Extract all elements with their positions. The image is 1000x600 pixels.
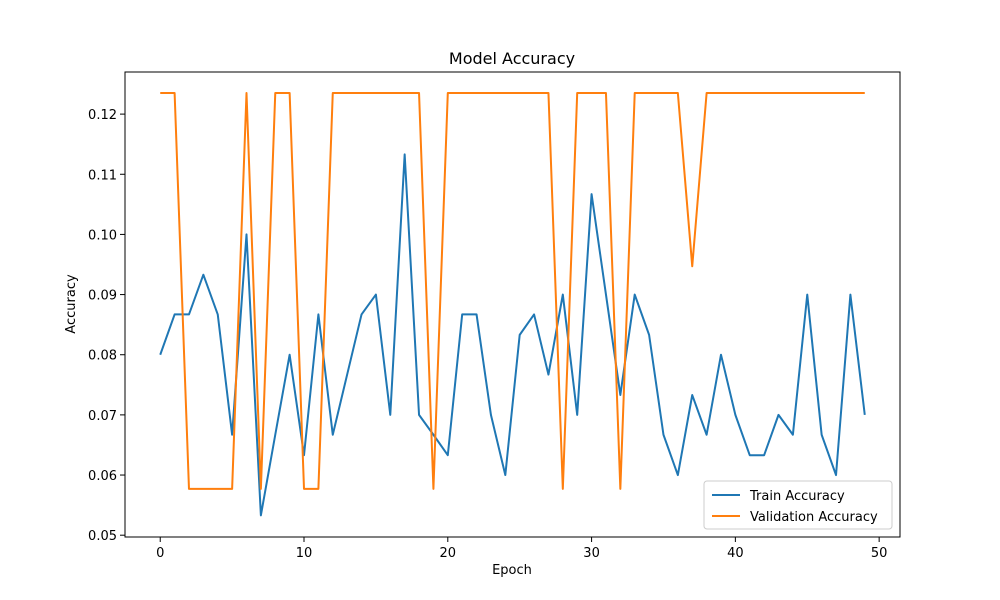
- x-tick-label: 30: [583, 546, 600, 561]
- x-tick-label: 50: [871, 546, 888, 561]
- x-tick-label: 20: [440, 546, 457, 561]
- plot-area: 0 10 20 30 40 50 0.05 0.06 0.07 0.08 0.09 0.10 0.11 0…: [88, 71, 901, 561]
- legend-entry-label: Validation Accuracy: [750, 510, 878, 525]
- y-tick-label: 0.08: [88, 349, 117, 364]
- axes-frame: [124, 71, 901, 538]
- y-tick-label: 0.12: [88, 108, 117, 123]
- y-tick-label: 0.10: [88, 228, 117, 243]
- y-tick-label: 0.06: [88, 469, 117, 484]
- legend: Train Accuracy Validation Accuracy: [703, 480, 893, 530]
- x-tick-label: 40: [727, 546, 744, 561]
- y-tick-label: 0.11: [88, 168, 117, 183]
- y-tick-label: 0.07: [88, 409, 117, 424]
- x-tick-label: 10: [296, 546, 313, 561]
- series-line-train-accuracy: [159, 153, 866, 517]
- y-axis-label: Accuracy: [64, 274, 79, 334]
- x-axis-label: Epoch: [492, 563, 532, 578]
- series-line-validation-accuracy: [160, 92, 865, 490]
- chart-title: Model Accuracy: [449, 49, 575, 68]
- x-tick-label: 0: [156, 546, 164, 561]
- legend-box: [703, 480, 893, 530]
- y-tick-label: 0.05: [88, 529, 117, 544]
- y-tick-label: 0.09: [88, 289, 117, 304]
- legend-entry-label: Train Accuracy: [749, 489, 845, 504]
